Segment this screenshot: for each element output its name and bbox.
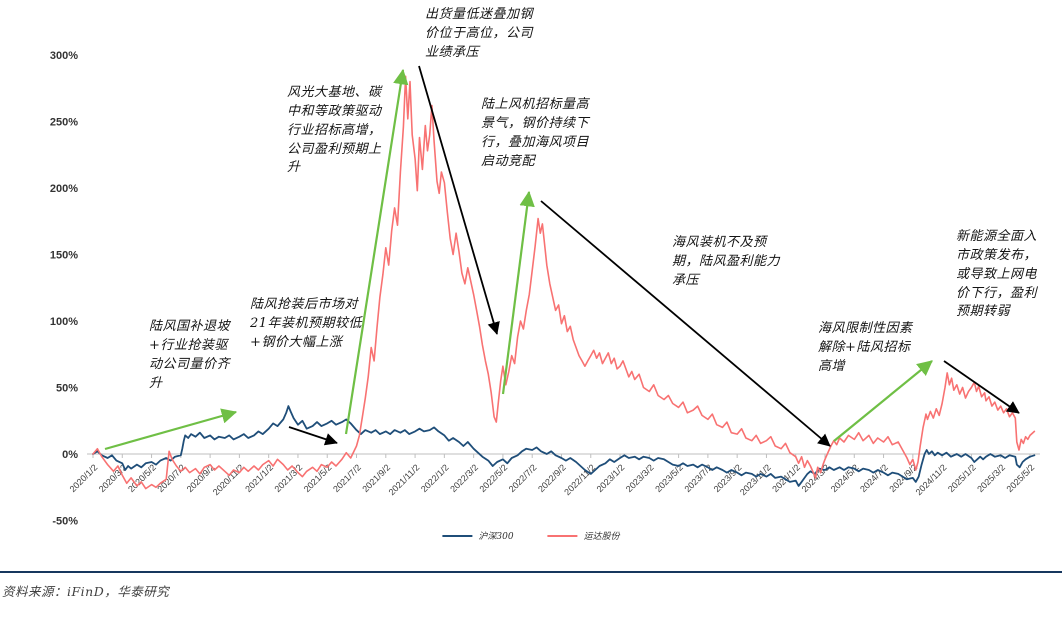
x-axis-label: 2024/5/2 [829, 462, 861, 494]
x-axis-label: 2022/5/2 [477, 462, 509, 494]
annotation-offshore-constraints-lifted: 海风限制性因素解除+陆风招标高增 [818, 321, 913, 374]
x-axis-label: 2022/3/2 [448, 462, 480, 494]
x-axis-label: 2021/3/2 [273, 462, 305, 494]
series-line-csi300 [92, 405, 1036, 487]
y-axis-label: 50% [56, 383, 78, 395]
x-axis-label: 2025/1/2 [946, 462, 978, 494]
x-axis-label: 2022/7/2 [507, 462, 539, 494]
yunda-line-swatch [547, 534, 578, 537]
y-axis-label: 250% [50, 117, 78, 129]
x-axis-label: 2023/5/2 [653, 462, 685, 494]
x-axis-label: 2023/11/2 [738, 462, 773, 497]
y-axis-label: 100% [50, 316, 78, 328]
x-axis-label: 2025/3/2 [975, 462, 1007, 494]
csi300-line-swatch [442, 534, 473, 537]
annotation-market-entry-policy: 新能源全面入市政策发布，或导致上网电价下行，盈利预期转弱 [956, 229, 1038, 320]
series-line-yunda [92, 75, 1036, 490]
x-axis-label: 2021/7/2 [331, 462, 363, 494]
y-axis-label: 150% [50, 250, 78, 262]
legend-item-yunda: 运达股份 [547, 529, 620, 542]
arrow-fall-2025-power-price [943, 360, 1020, 414]
x-axis-label: 2021/1/2 [243, 462, 275, 494]
annotation-onshore-bidding-boom: 陆上风机招标量高景气，钢价持续下行，叠加海风项目启动竞配 [481, 97, 590, 169]
arrow-layer [104, 65, 1020, 451]
legend-label-yunda: 运达股份 [583, 532, 620, 542]
arrow-rise-2020-onshore-rush [104, 408, 238, 451]
arrow-rally-2021-policy [344, 68, 409, 435]
annotation-wind-solar-base-policy: 风光大基地、碳中和等政策驱动行业招标高增，公司盈利预期上升 [287, 85, 382, 176]
arrow-fall-2022-steel-high [418, 65, 500, 335]
series-layer [92, 75, 1036, 490]
arrow-flat-2021-low-expectation [288, 426, 338, 446]
arrow-rally-2024-constraints-lifted [833, 360, 933, 442]
annotation-post-rush-low-expectation: 陆风抢装后市场对21年装机预期较低+钢价大幅上涨 [250, 297, 363, 350]
arrow-rebound-2022-bidding [501, 190, 535, 395]
x-axis-label: 2020/1/2 [68, 462, 100, 494]
x-axis-label: 2024/11/2 [914, 462, 949, 497]
x-axis-label: 2024/7/2 [858, 462, 890, 494]
y-axis-label: 0% [62, 449, 78, 461]
x-axis-label: 2020/7/2 [155, 462, 187, 494]
x-axis-label: 2022/1/2 [419, 462, 451, 494]
legend-item-csi300: 沪深300 [442, 529, 514, 542]
x-axis-label: 2023/3/2 [624, 462, 656, 494]
arrow-fall-2022-2024-offshore-miss [540, 200, 831, 447]
annotation-offshore-install-miss: 海风装机不及预期，陆风盈利能力承压 [672, 235, 781, 288]
y-axis-label: -50% [52, 516, 78, 528]
x-axis-label: 2021/11/2 [387, 462, 422, 497]
y-axis-label: 300% [50, 50, 78, 62]
legend-label-csi300: 沪深300 [478, 532, 514, 542]
annotation-shipment-low-steel-high: 出货量低迷叠加钢价位于高位，公司业绩承压 [425, 7, 534, 60]
x-axis-label: 2022/11/2 [562, 462, 597, 497]
source-note: 资料来源：iFinD，华泰研究 [2, 584, 170, 599]
footer-divider [0, 571, 1062, 573]
y-axis-label: 200% [50, 183, 78, 195]
x-axis-label: 2021/5/2 [302, 462, 334, 494]
legend: 沪深300 运达股份 [442, 529, 620, 542]
annotation-subsidy-decline-rush: 陆风国补退坡+行业抢装驱动公司量价齐升 [149, 319, 231, 391]
